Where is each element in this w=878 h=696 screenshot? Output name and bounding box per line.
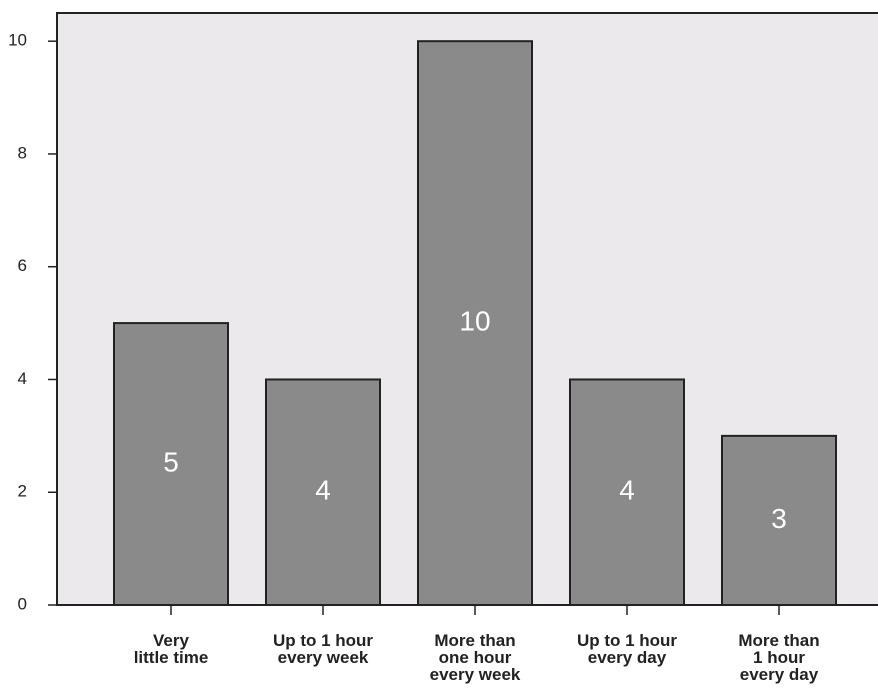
y-tick-label: 0: [18, 594, 27, 613]
y-tick-label: 4: [18, 369, 27, 388]
y-tick-label: 2: [18, 482, 27, 501]
value-label: 4: [619, 475, 635, 506]
x-tick-label: More than 1 hour every day: [738, 631, 820, 684]
value-label: 3: [771, 503, 787, 534]
value-label: 10: [459, 305, 490, 336]
x-tick-label: Up to 1 hour every day: [576, 631, 678, 667]
y-tick-label: 6: [18, 256, 27, 275]
y-tick-label: 8: [18, 143, 27, 162]
bar: [721, 434, 837, 606]
x-tick-label: Up to 1 hour every week: [272, 631, 374, 667]
x-tick-label: More than one hour every week: [429, 631, 521, 684]
value-label: 4: [315, 475, 331, 506]
bar: [265, 378, 381, 606]
y-tick-label: 10: [8, 31, 27, 50]
bar: [417, 40, 533, 606]
x-tick-label: Very little time: [133, 631, 209, 667]
bar: [113, 322, 229, 606]
value-label: 5: [163, 446, 179, 477]
